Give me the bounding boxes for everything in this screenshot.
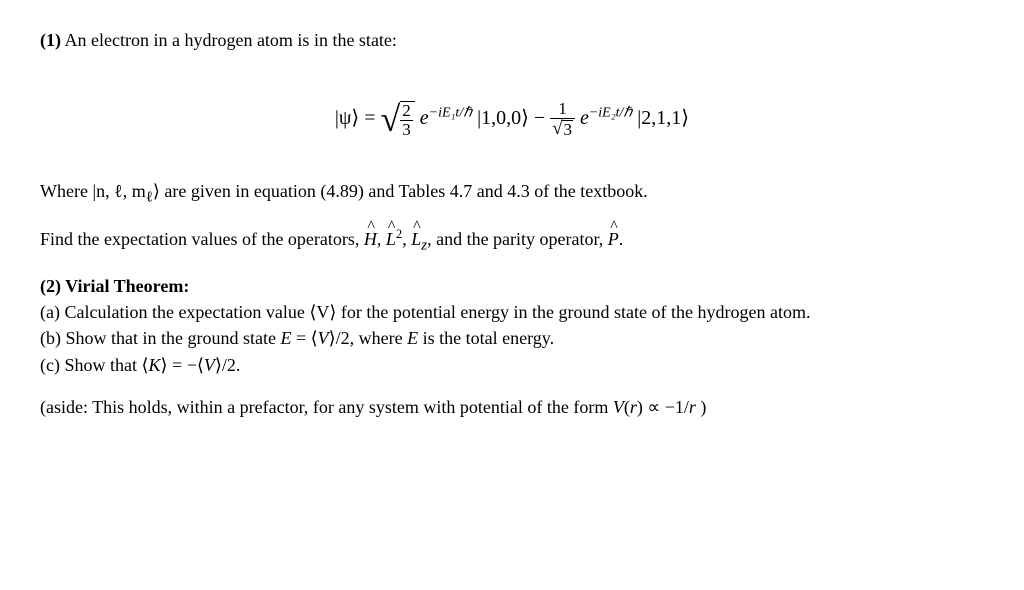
sqrt-3: 3	[562, 120, 573, 139]
exp2-e: e	[580, 107, 589, 129]
lhs-psi: |ψ⟩	[335, 107, 359, 129]
problem-2b: (b) Show that in the ground state E = ⟨V…	[40, 326, 984, 350]
find-line: Find the expectation values of the opera…	[40, 226, 984, 256]
where-after: ⟩ are given in equation (4.89) and Table…	[153, 181, 648, 201]
problem-2c: (c) Show that ⟨K⟩ = −⟨V⟩/2.	[40, 353, 984, 377]
operator-P: P	[608, 227, 619, 251]
problem-1-intro: (1) An electron in a hydrogen atom is in…	[40, 28, 984, 52]
sep2: ,	[402, 229, 411, 249]
exp2-sup: −iE₂t/ℏ	[589, 106, 632, 121]
sep3: , and the parity operator,	[427, 229, 608, 249]
operator-Lz: L	[411, 227, 421, 251]
where-line: Where |n, ℓ, mℓ⟩ are given in equation (…	[40, 179, 984, 208]
period: .	[619, 229, 624, 249]
problem-2a: (a) Calculation the expectation value ⟨V…	[40, 300, 984, 324]
problem-2-aside: (aside: This holds, within a prefactor, …	[40, 395, 984, 419]
sqrt-symbol-1: √	[381, 110, 401, 128]
exp1-sup: −iE₁t/ℏ	[429, 106, 472, 121]
where-pre: Where	[40, 181, 92, 201]
sqrt-body-1: 2 3	[400, 101, 415, 139]
where-ket-open: |n, ℓ, m	[92, 181, 145, 201]
sqrt-two-thirds: √ 2 3	[381, 101, 415, 139]
frac-2-3-num: 2	[400, 102, 413, 121]
equals-sign: =	[364, 107, 380, 129]
operator-H: H	[364, 227, 377, 251]
where-sub: ℓ	[146, 190, 153, 206]
frac-1-sqrt3: 1 √ 3	[550, 100, 575, 139]
equation-block: |ψ⟩ = √ 2 3 e−iE₁t/ℏ |1,0,0⟩ − 1 √ 3 e−i…	[40, 70, 984, 179]
ket-211: |2,1,1⟩	[637, 107, 689, 129]
sep1: ,	[377, 229, 386, 249]
problem-1-label: (1)	[40, 30, 61, 50]
sqrt-symbol-2: √	[552, 119, 562, 139]
ket-100: |1,0,0⟩	[477, 107, 529, 129]
problem-2-label: (2) Virial Theorem:	[40, 274, 984, 298]
frac-1-sqrt3-num: 1	[550, 100, 575, 119]
problem-2: (2) Virial Theorem: (a) Calculation the …	[40, 274, 984, 419]
problem-1-text: An electron in a hydrogen atom is in the…	[61, 30, 397, 50]
find-pre: Find the expectation values of the opera…	[40, 229, 364, 249]
frac-1-sqrt3-den: √ 3	[550, 119, 575, 139]
frac-2-3-den: 3	[400, 121, 413, 139]
frac-2-3: 2 3	[400, 102, 413, 139]
exp1-e: e	[420, 107, 429, 129]
minus-sign: −	[534, 107, 550, 129]
operator-L2: L	[386, 227, 396, 251]
